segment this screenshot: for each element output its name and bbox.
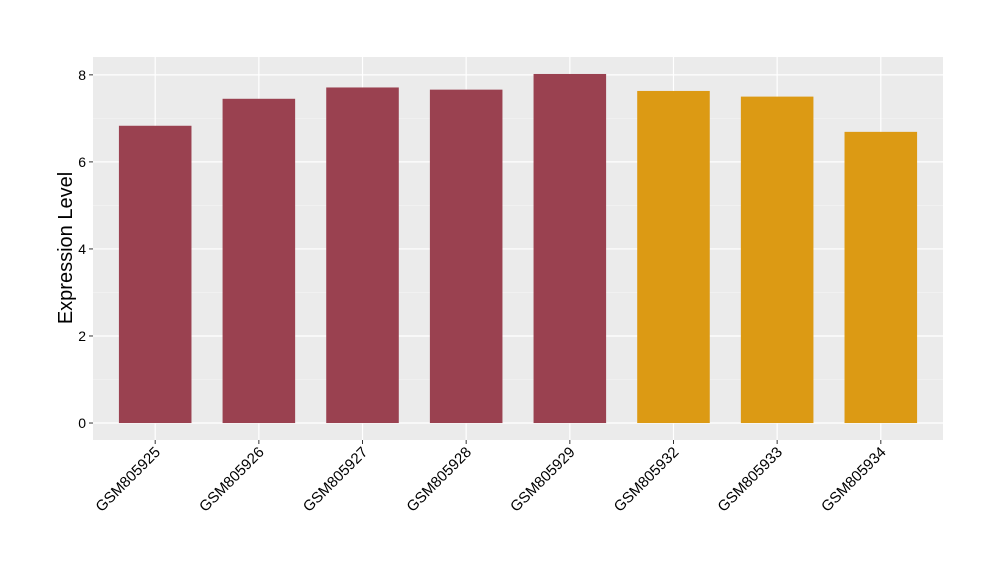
bar [533, 73, 607, 424]
y-axis-label: Expression Level [55, 172, 77, 324]
y-tick-label: 0 [78, 415, 86, 431]
bar [637, 90, 710, 424]
x-tick-label: GSM805934 [818, 444, 890, 516]
x-tick-label: GSM805927 [300, 444, 372, 516]
bar [118, 125, 192, 424]
x-tick-label: GSM805925 [92, 444, 164, 516]
x-tick-label: GSM805932 [611, 444, 683, 516]
bar [429, 89, 503, 424]
x-tick-label: GSM805928 [403, 444, 475, 516]
x-tick-label: GSM805929 [507, 444, 579, 516]
y-tick-label: 2 [78, 328, 86, 344]
y-tick-label: 4 [78, 241, 86, 257]
bar [222, 98, 296, 424]
bar [326, 87, 399, 424]
x-tick-label: GSM805926 [196, 444, 268, 516]
x-tick-label: GSM805933 [714, 444, 786, 516]
y-tick-label: 6 [78, 154, 86, 170]
bar [740, 96, 814, 424]
bar [844, 131, 918, 424]
y-tick-label: 8 [78, 67, 86, 83]
